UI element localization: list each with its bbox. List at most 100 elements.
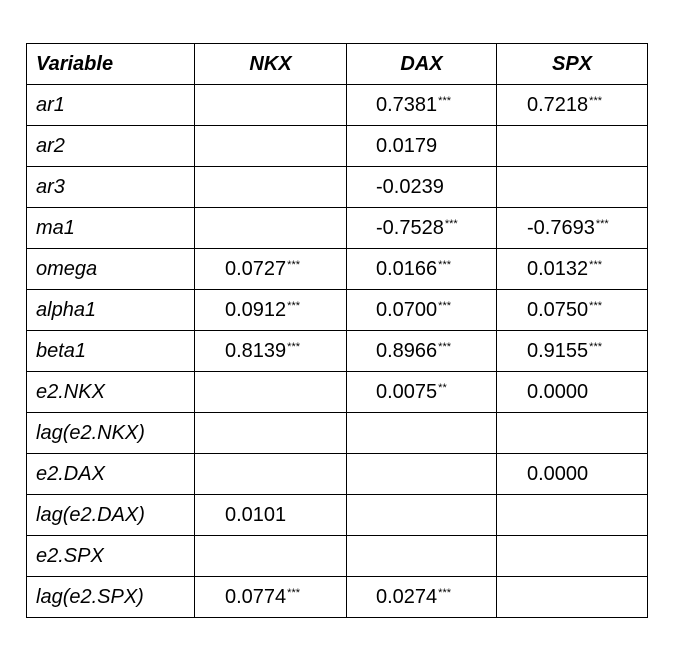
variable-cell: alpha1 bbox=[26, 289, 195, 331]
nkx-value-cell bbox=[194, 166, 347, 208]
spx-coefficient: 0.0750 bbox=[527, 298, 589, 321]
variable-cell: e2.DAX bbox=[26, 453, 195, 495]
spx-coefficient: 0.7218 bbox=[527, 93, 589, 116]
spx-value-cell bbox=[496, 576, 648, 618]
nkx-coefficient: 0.0727 bbox=[225, 257, 287, 280]
dax-coefficient: 0.7381 bbox=[376, 93, 438, 116]
variable-cell: ar3 bbox=[26, 166, 195, 208]
spx-value-cell: 0.0132*** bbox=[496, 248, 648, 290]
table-row: lag(e2.SPX) 0.0774*** 0.0274*** bbox=[26, 576, 648, 618]
dax-value-cell: 0.0179 bbox=[346, 125, 497, 167]
nkx-value-cell: 0.0727*** bbox=[194, 248, 347, 290]
variable-cell: beta1 bbox=[26, 330, 195, 372]
table-row: e2.DAX 0.0000 bbox=[26, 453, 648, 495]
variable-cell: lag(e2.NKX) bbox=[26, 412, 195, 454]
dax-significance-stars: *** bbox=[438, 340, 452, 353]
dax-value-cell bbox=[346, 494, 497, 536]
spx-value-cell bbox=[496, 412, 648, 454]
nkx-significance-stars: *** bbox=[287, 299, 301, 312]
nkx-value-cell bbox=[194, 371, 347, 413]
table-row: e2.SPX bbox=[26, 535, 648, 577]
dax-coefficient: 0.0700 bbox=[376, 298, 438, 321]
table-row: beta1 0.8139*** 0.8966*** 0.9155*** bbox=[26, 330, 648, 372]
dax-coefficient: 0.0274 bbox=[376, 585, 438, 608]
spx-coefficient: 0.0000 bbox=[527, 380, 589, 403]
dax-value-cell bbox=[346, 453, 497, 495]
nkx-coefficient: 0.8139 bbox=[225, 339, 287, 362]
spx-coefficient: 0.0000 bbox=[527, 462, 589, 485]
dax-value-cell: 0.0166*** bbox=[346, 248, 497, 290]
dax-value-cell: 0.0274*** bbox=[346, 576, 497, 618]
spx-value-cell: 0.0000 bbox=[496, 453, 648, 495]
nkx-significance-stars: *** bbox=[287, 586, 301, 599]
dax-coefficient: 0.0075 bbox=[376, 380, 438, 403]
spx-value-cell bbox=[496, 166, 648, 208]
dax-value-cell: 0.0700*** bbox=[346, 289, 497, 331]
variable-cell: ar1 bbox=[26, 84, 195, 126]
variable-cell: e2.SPX bbox=[26, 535, 195, 577]
table-row: ma1 -0.7528*** -0.7693*** bbox=[26, 207, 648, 249]
table-row: omega 0.0727*** 0.0166*** 0.0132*** bbox=[26, 248, 648, 290]
spx-value-cell: 0.7218*** bbox=[496, 84, 648, 126]
nkx-value-cell: 0.0101 bbox=[194, 494, 347, 536]
nkx-value-cell bbox=[194, 84, 347, 126]
nkx-value-cell: 0.0912*** bbox=[194, 289, 347, 331]
variable-cell: ar2 bbox=[26, 125, 195, 167]
nkx-coefficient: 0.0912 bbox=[225, 298, 287, 321]
dax-significance-stars: *** bbox=[438, 299, 452, 312]
dax-value-cell: 0.0075** bbox=[346, 371, 497, 413]
dax-value-cell bbox=[346, 535, 497, 577]
table-body: ar1 0.7381*** 0.7218*** ar2 0.0179 ar3 -0.0239… bbox=[26, 84, 648, 618]
dax-coefficient: -0.7528 bbox=[376, 216, 444, 239]
header-variable: Variable bbox=[26, 43, 195, 85]
variable-cell: lag(e2.SPX) bbox=[26, 576, 195, 618]
nkx-significance-stars: *** bbox=[287, 258, 301, 271]
header-nkx: NKX bbox=[194, 43, 347, 85]
table-row: alpha1 0.0912*** 0.0700*** 0.0750*** bbox=[26, 289, 648, 331]
nkx-coefficient: 0.0774 bbox=[225, 585, 287, 608]
spx-coefficient: 0.0132 bbox=[527, 257, 589, 280]
nkx-value-cell bbox=[194, 453, 347, 495]
dax-coefficient: -0.0239 bbox=[376, 175, 444, 198]
table-row: e2.NKX 0.0075** 0.0000 bbox=[26, 371, 648, 413]
nkx-coefficient: 0.0101 bbox=[225, 503, 287, 526]
dax-value-cell bbox=[346, 412, 497, 454]
nkx-value-cell: 0.8139*** bbox=[194, 330, 347, 372]
nkx-value-cell: 0.0774*** bbox=[194, 576, 347, 618]
dax-coefficient: 0.8966 bbox=[376, 339, 438, 362]
nkx-significance-stars: *** bbox=[287, 340, 301, 353]
dax-significance-stars: *** bbox=[438, 258, 452, 271]
dax-significance-stars: ** bbox=[438, 381, 447, 394]
dax-coefficient: 0.0179 bbox=[376, 134, 438, 157]
spx-significance-stars: *** bbox=[589, 299, 603, 312]
spx-coefficient: -0.7693 bbox=[527, 216, 595, 239]
header-dax: DAX bbox=[346, 43, 497, 85]
results-table: Variable NKX DAX SPX ar1 0.7381*** 0.7218*… bbox=[26, 43, 648, 618]
spx-value-cell: 0.9155*** bbox=[496, 330, 648, 372]
dax-value-cell: 0.8966*** bbox=[346, 330, 497, 372]
dax-value-cell: -0.0239 bbox=[346, 166, 497, 208]
nkx-value-cell bbox=[194, 207, 347, 249]
nkx-value-cell bbox=[194, 535, 347, 577]
spx-significance-stars: *** bbox=[589, 340, 603, 353]
table-row: lag(e2.NKX) bbox=[26, 412, 648, 454]
variable-cell: omega bbox=[26, 248, 195, 290]
spx-significance-stars: *** bbox=[589, 258, 603, 271]
spx-value-cell: 0.0750*** bbox=[496, 289, 648, 331]
nkx-value-cell bbox=[194, 125, 347, 167]
spx-value-cell bbox=[496, 494, 648, 536]
header-spx: SPX bbox=[496, 43, 648, 85]
spx-value-cell: 0.0000 bbox=[496, 371, 648, 413]
dax-significance-stars: *** bbox=[438, 586, 452, 599]
dax-significance-stars: *** bbox=[444, 217, 458, 230]
spx-value-cell bbox=[496, 125, 648, 167]
dax-value-cell: -0.7528*** bbox=[346, 207, 497, 249]
spx-significance-stars: *** bbox=[589, 94, 603, 107]
spx-value-cell bbox=[496, 535, 648, 577]
table-header-row: Variable NKX DAX SPX bbox=[26, 43, 648, 85]
table-row: ar1 0.7381 *** 0.7218*** bbox=[26, 84, 648, 126]
nkx-value-cell bbox=[194, 412, 347, 454]
table-row: ar3 -0.0239 bbox=[26, 166, 648, 208]
variable-cell: e2.NKX bbox=[26, 371, 195, 413]
dax-coefficient: 0.0166 bbox=[376, 257, 438, 280]
